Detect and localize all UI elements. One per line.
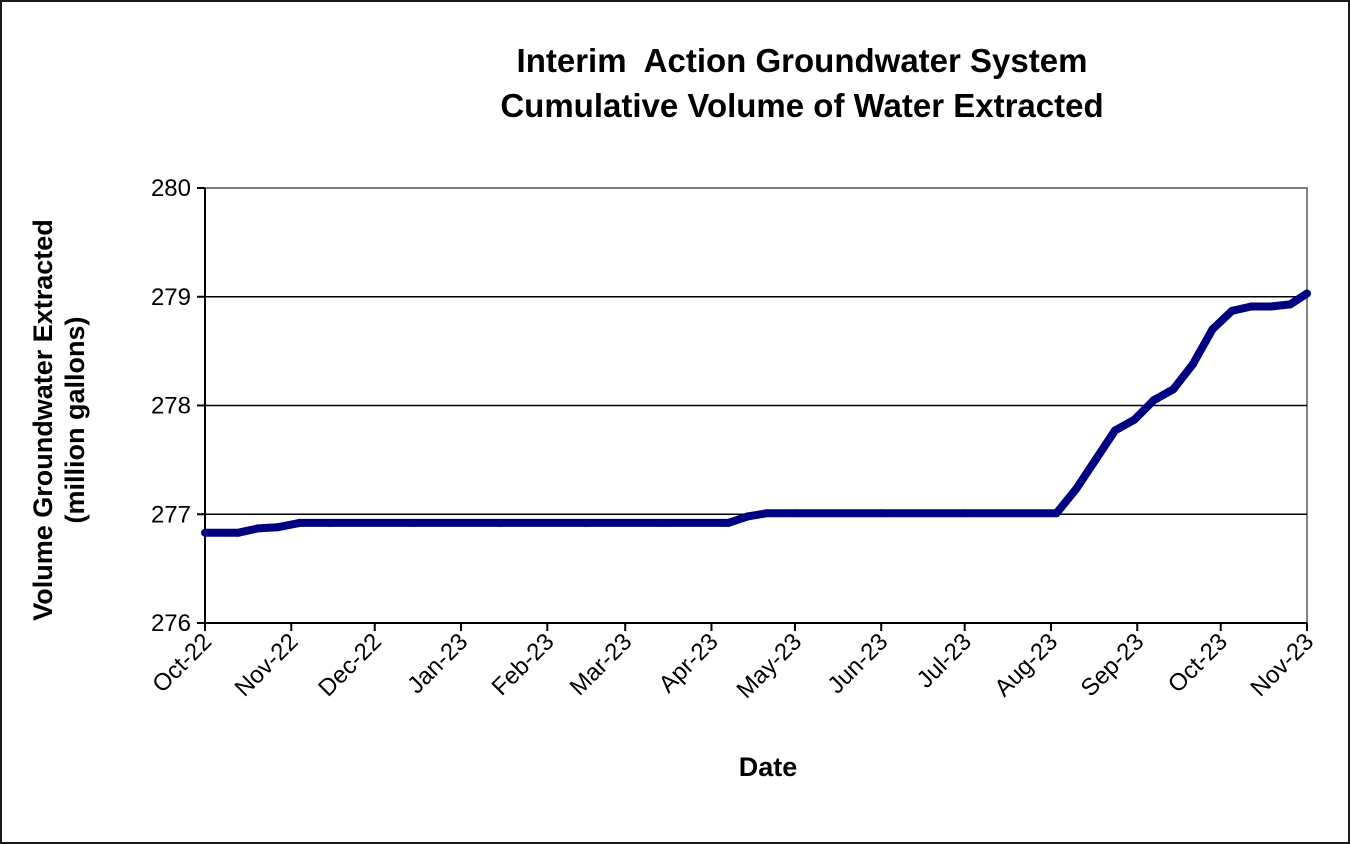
y-tick-label-3: 279 — [151, 284, 191, 311]
data-point-19 — [1111, 426, 1119, 435]
x-axis-title: Date — [739, 752, 798, 782]
y-axis-title: Volume Groundwater Extracted — [28, 219, 58, 621]
x-tick-label-5: Mar-23 — [565, 628, 638, 701]
data-point-6 — [409, 518, 418, 527]
data-point-28 — [1286, 300, 1295, 309]
data-point-26 — [1247, 302, 1256, 311]
data-point-4 — [295, 518, 304, 527]
data-point-21 — [1149, 396, 1158, 405]
data-point-9 — [660, 518, 669, 527]
y-tick-label-4: 280 — [151, 175, 191, 202]
data-point-20 — [1130, 415, 1139, 424]
data-point-3 — [273, 523, 282, 532]
data-point-10 — [724, 518, 733, 527]
chart-title: Interim Action Groundwater System — [517, 42, 1088, 79]
x-tick-label-0: Oct-22 — [147, 628, 217, 698]
x-tick-label-3: Jan-23 — [402, 628, 473, 699]
data-point-1 — [234, 528, 243, 537]
data-point-2 — [253, 524, 262, 533]
data-point-25 — [1227, 306, 1236, 315]
x-tick-label-4: Feb-23 — [487, 628, 560, 701]
data-point-7 — [496, 518, 504, 527]
data-point-12 — [763, 509, 772, 518]
x-tick-label-7: May-23 — [732, 628, 808, 704]
data-point-23 — [1188, 360, 1197, 369]
x-tick-label-12: Oct-23 — [1163, 628, 1233, 698]
data-point-17 — [1072, 485, 1080, 494]
data-point-18 — [1091, 455, 1100, 464]
x-tick-label-11: Sep-23 — [1076, 628, 1150, 702]
y-axis-title-unit: (million gallons) — [60, 317, 90, 524]
data-point-11 — [743, 512, 752, 521]
data-point-5 — [326, 518, 335, 527]
data-point-13 — [791, 509, 799, 518]
y-tick-label-2: 278 — [151, 393, 191, 420]
x-axis-ticks: Oct-22 Nov-22 Dec-22 Jan-23 Feb-23 Mar-23 Apr-… — [147, 623, 1319, 704]
x-tick-label-8: Jun-23 — [822, 628, 893, 699]
y-axis-ticks: 276 277 278 279 280 — [151, 175, 205, 637]
y-tick-label-0: 276 — [151, 610, 191, 637]
data-point-22 — [1169, 385, 1178, 394]
x-tick-label-2: Dec-22 — [313, 628, 387, 702]
data-point-8 — [582, 518, 591, 527]
data-point-0 — [201, 528, 209, 537]
data-point-24 — [1208, 325, 1217, 334]
x-tick-label-9: Jul-23 — [912, 628, 977, 693]
x-tick-label-10: Aug-23 — [989, 628, 1063, 702]
chart-subtitle: Cumulative Volume of Water Extracted — [500, 87, 1103, 124]
data-point-27 — [1266, 302, 1275, 311]
data-point-15 — [960, 509, 969, 518]
x-tick-label-1: Nov-22 — [230, 628, 304, 702]
series-line — [205, 290, 1310, 537]
data-point-16 — [1052, 509, 1061, 518]
y-tick-label-1: 277 — [151, 501, 191, 528]
data-point-29 — [1303, 289, 1311, 298]
data-point-14 — [877, 509, 886, 518]
series-points — [201, 289, 1311, 537]
x-tick-label-6: Apr-23 — [654, 628, 724, 698]
x-tick-label-13: Nov-23 — [1245, 628, 1319, 702]
